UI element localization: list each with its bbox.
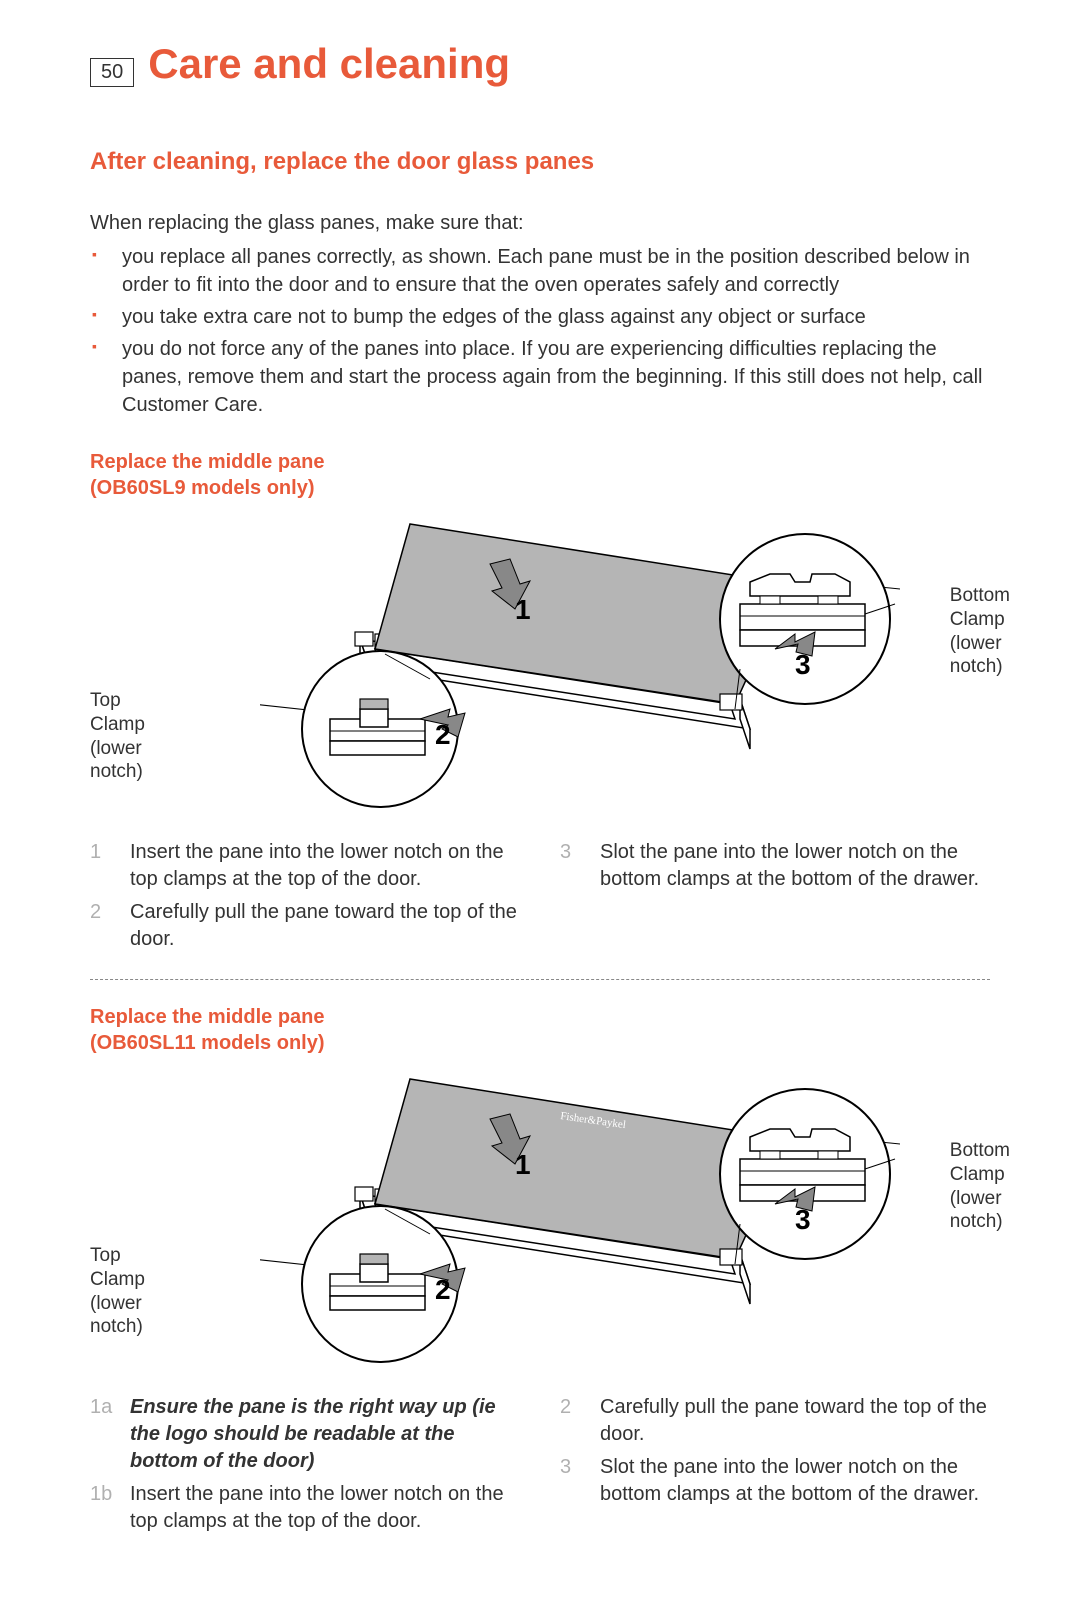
step-number: 1b xyxy=(90,1481,116,1535)
steps-left: 1 Insert the pane into the lower notch o… xyxy=(90,839,520,959)
step-number: 1 xyxy=(90,839,116,893)
label-line: (lower xyxy=(90,1293,142,1314)
diagram-container: Top Clamp (lower notch) Bottom Clamp (lo… xyxy=(90,1064,990,1394)
step-item: 1a Ensure the pane is the right way up (… xyxy=(90,1394,520,1475)
step-text: Carefully pull the pane toward the top o… xyxy=(600,1394,990,1448)
step-number: 3 xyxy=(560,839,586,893)
steps-right: 3 Slot the pane into the lower notch on … xyxy=(560,839,990,959)
steps-right: 2 Carefully pull the pane toward the top… xyxy=(560,1394,990,1541)
label-line: notch) xyxy=(950,1211,1003,1232)
steps-grid: 1 Insert the pane into the lower notch o… xyxy=(90,839,990,959)
diagram-section-2: Replace the middle pane (OB60SL11 models… xyxy=(90,1004,990,1541)
label-line: (lower xyxy=(90,738,142,759)
step-text: Carefully pull the pane toward the top o… xyxy=(130,899,520,953)
label-line: notch) xyxy=(90,1316,143,1337)
page-header: 50 Care and cleaning xyxy=(90,40,990,88)
label-line: notch) xyxy=(90,761,143,782)
step-item: 2 Carefully pull the pane toward the top… xyxy=(560,1394,990,1448)
step-text: Slot the pane into the lower notch on th… xyxy=(600,839,990,893)
step-text: Insert the pane into the lower notch on … xyxy=(130,1481,520,1535)
step-text: Ensure the pane is the right way up (ie … xyxy=(130,1394,520,1475)
step-number: 3 xyxy=(560,1454,586,1508)
label-bottom-clamp: Bottom Clamp (lower notch) xyxy=(950,1139,1010,1234)
label-line: Clamp xyxy=(90,714,145,735)
diagram-container: Top Clamp (lower notch) Bottom Clamp (lo… xyxy=(90,509,990,839)
label-top-clamp: Top Clamp (lower notch) xyxy=(90,1244,145,1339)
label-line: Bottom xyxy=(950,1140,1010,1161)
label-bottom-clamp: Bottom Clamp (lower notch) xyxy=(950,584,1010,679)
steps-left: 1a Ensure the pane is the right way up (… xyxy=(90,1394,520,1541)
step-item: 3 Slot the pane into the lower notch on … xyxy=(560,1454,990,1508)
label-line: Clamp xyxy=(950,609,1005,630)
callout-3: 3 xyxy=(795,649,811,680)
intro-text: When replacing the glass panes, make sur… xyxy=(90,212,990,235)
section-heading: After cleaning, replace the door glass p… xyxy=(90,148,990,176)
step-item: 2 Carefully pull the pane toward the top… xyxy=(90,899,520,953)
diagram-illustration: 1 xyxy=(260,469,900,809)
label-line: Top xyxy=(90,690,121,711)
callout-1: 1 xyxy=(515,594,531,625)
bullet-item: you take extra care not to bump the edge… xyxy=(90,303,990,331)
diagram-section-1: Replace the middle pane (OB60SL9 models … xyxy=(90,449,990,959)
label-line: (lower xyxy=(950,1188,1002,1209)
bullet-list: you replace all panes correctly, as show… xyxy=(90,243,990,419)
label-line: Bottom xyxy=(950,585,1010,606)
section-divider xyxy=(90,979,990,980)
callout-1: 1 xyxy=(515,1149,531,1180)
step-text: Slot the pane into the lower notch on th… xyxy=(600,1454,990,1508)
callout-3: 3 xyxy=(795,1204,811,1235)
step-item: 1 Insert the pane into the lower notch o… xyxy=(90,839,520,893)
step-number: 2 xyxy=(90,899,116,953)
step-item: 1b Insert the pane into the lower notch … xyxy=(90,1481,520,1535)
label-line: Top xyxy=(90,1245,121,1266)
page-title: Care and cleaning xyxy=(148,40,510,88)
diagram-illustration: Fisher&Paykel 1 xyxy=(260,1024,900,1364)
steps-grid: 1a Ensure the pane is the right way up (… xyxy=(90,1394,990,1541)
label-line: Clamp xyxy=(950,1164,1005,1185)
label-line: Clamp xyxy=(90,1269,145,1290)
bullet-item: you replace all panes correctly, as show… xyxy=(90,243,990,299)
step-number: 1a xyxy=(90,1394,116,1475)
page-number: 50 xyxy=(90,58,134,87)
callout-2: 2 xyxy=(435,1274,451,1305)
callout-2: 2 xyxy=(435,719,451,750)
step-text: Insert the pane into the lower notch on … xyxy=(130,839,520,893)
step-item: 3 Slot the pane into the lower notch on … xyxy=(560,839,990,893)
label-line: notch) xyxy=(950,656,1003,677)
bullet-item: you do not force any of the panes into p… xyxy=(90,335,990,419)
step-number: 2 xyxy=(560,1394,586,1448)
label-line: (lower xyxy=(950,633,1002,654)
label-top-clamp: Top Clamp (lower notch) xyxy=(90,689,145,784)
